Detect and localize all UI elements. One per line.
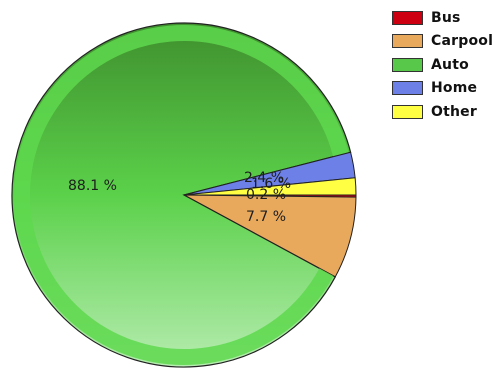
legend-item-home: Home (392, 77, 493, 101)
slice-label-bus: 0.2 % (246, 187, 286, 203)
legend-item-bus: Bus (392, 6, 493, 30)
legend-item-other: Other (392, 100, 493, 124)
legend-item-auto: Auto (392, 53, 493, 77)
pie-slice-auto-rim (14, 25, 349, 365)
chart-legend: Bus Carpool Auto Home Other (392, 6, 493, 124)
pie-slice-other (183, 177, 357, 196)
legend-label-carpool: Carpool (431, 33, 493, 50)
legend-swatch-other (392, 104, 423, 119)
slice-label-home: 2.4 % (244, 170, 284, 186)
legend-swatch-carpool (392, 34, 423, 49)
slice-label-auto: 88.1 % (68, 178, 117, 194)
pie-slice-auto (11, 22, 352, 368)
legend-swatch-home (392, 81, 423, 96)
legend-label-home: Home (431, 80, 478, 97)
legend-item-carpool: Carpool (392, 30, 493, 54)
legend-swatch-bus (392, 10, 423, 25)
legend-swatch-auto (392, 57, 423, 72)
legend-label-auto: Auto (431, 56, 469, 73)
legend-label-bus: Bus (431, 9, 461, 26)
slice-label-carpool: 7.7 % (246, 209, 286, 225)
slice-label-other: 1.6 % (251, 176, 291, 192)
legend-label-other: Other (431, 103, 477, 120)
